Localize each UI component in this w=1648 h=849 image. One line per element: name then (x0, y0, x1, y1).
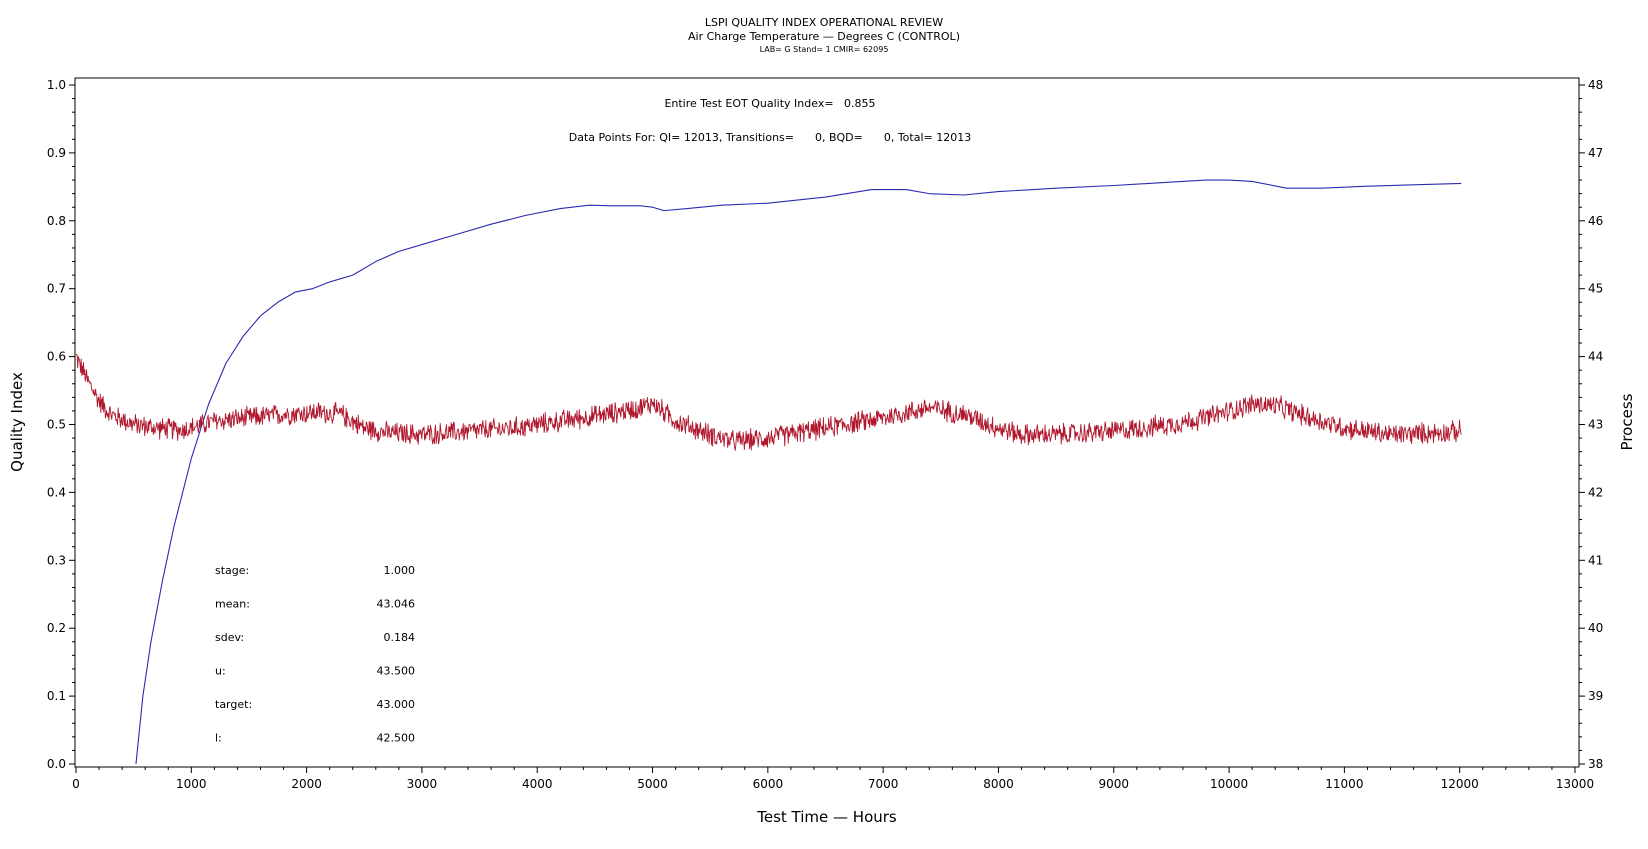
y-right-tick-label: 47 (1588, 146, 1603, 160)
x-tick-label: 10000 (1210, 777, 1248, 791)
x-tick-label: 8000 (983, 777, 1014, 791)
stat-value: 1.000 (384, 564, 416, 577)
process-series-line (75, 353, 1462, 451)
stat-value: 0.184 (384, 631, 416, 644)
y-tick-label: 0.2 (47, 621, 66, 635)
y-axis-right: 38 39 40 41 42 43 44 45 46 47 48 (1579, 78, 1603, 771)
chart-subtitle: Air Charge Temperature — Degrees C (CONT… (688, 30, 960, 43)
y-right-tick-label: 42 (1588, 485, 1603, 499)
x-tick-label: 4000 (522, 777, 553, 791)
quality-index-series-line (135, 179, 1462, 765)
stat-label: target: (215, 698, 252, 711)
y-tick-label: 0.0 (47, 757, 66, 771)
x-axis-label: Test Time — Hours (756, 808, 897, 826)
x-tick-label: 12000 (1441, 777, 1479, 791)
y-tick-label: 0.5 (47, 418, 66, 432)
chart-subtitle-2: LAB= G Stand= 1 CMIR= 62095 (760, 45, 889, 54)
y-right-tick-label: 46 (1588, 214, 1603, 228)
stat-label: mean: (215, 598, 250, 611)
stat-label: sdev: (215, 631, 244, 644)
stat-value: 43.046 (377, 598, 416, 611)
x-tick-label: 2000 (291, 777, 322, 791)
x-tick-label: 5000 (637, 777, 668, 791)
x-tick-label: 13000 (1556, 777, 1594, 791)
y-right-tick-label: 38 (1588, 757, 1603, 771)
y-tick-label: 0.8 (47, 214, 66, 228)
x-tick-label: 11000 (1325, 777, 1363, 791)
y-tick-label: 1.0 (47, 78, 66, 92)
stat-label: l: (215, 732, 222, 745)
y-right-tick-label: 48 (1588, 78, 1603, 92)
y-tick-label: 0.1 (47, 689, 66, 703)
stat-value: 43.500 (377, 665, 416, 678)
y-right-tick-label: 45 (1588, 282, 1603, 296)
y-right-tick-label: 40 (1588, 621, 1603, 635)
y-right-tick-label: 43 (1588, 418, 1603, 432)
stat-value: 43.000 (377, 698, 416, 711)
stat-value: 42.500 (377, 732, 416, 745)
y-axis-label: Quality Index (8, 372, 26, 472)
x-tick-label: 0 (72, 777, 80, 791)
plot-frame (74, 77, 1580, 768)
y-axis-left: 0.0 0.1 0.2 0.3 0.4 0.5 0.6 0.7 0.8 0.9 1.0 (47, 78, 75, 771)
x-tick-label: 7000 (868, 777, 899, 791)
series-layer (75, 179, 1462, 765)
y-right-tick-label: 39 (1588, 689, 1603, 703)
y-tick-label: 0.7 (47, 282, 66, 296)
y-tick-label: 0.6 (47, 350, 66, 364)
stats-box: stage: 1.000 mean: 43.046 sdev: 0.184 u: 43.500… (215, 564, 415, 745)
y-tick-label: 0.4 (47, 485, 66, 499)
data-points-annotation: Data Points For: QI= 12013, Transitions=… (569, 131, 971, 144)
chart-title: LSPI QUALITY INDEX OPERATIONAL REVIEW (705, 16, 943, 29)
y-tick-label: 0.3 (47, 553, 66, 567)
x-tick-label: 3000 (407, 777, 438, 791)
x-tick-label: 9000 (1098, 777, 1129, 791)
x-tick-label: 1000 (176, 777, 207, 791)
x-tick-label: 6000 (753, 777, 784, 791)
y-right-tick-label: 44 (1588, 350, 1603, 364)
stat-label: stage: (215, 564, 249, 577)
y-axis-right-label: Process (1618, 393, 1636, 450)
y-right-tick-label: 41 (1588, 553, 1603, 567)
quality-index-annotation: Entire Test EOT Quality Index= 0.855 (664, 97, 875, 110)
stat-label: u: (215, 665, 226, 678)
x-axis: 0 1000 2000 3000 4000 5000 6000 7000 8000 9000 100… (72, 767, 1594, 791)
y-tick-label: 0.9 (47, 146, 66, 160)
